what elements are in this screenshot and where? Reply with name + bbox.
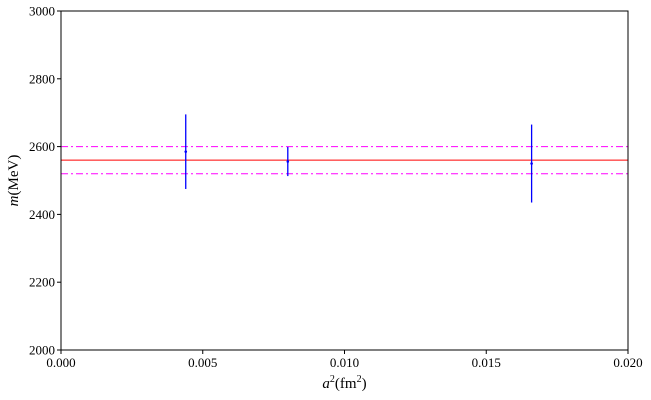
y-tick-label: 2400 <box>29 207 55 222</box>
x-axis-label: a2(fm2) <box>322 374 366 392</box>
x-tick-label: 0.005 <box>188 355 217 370</box>
data-point-3 <box>530 162 533 165</box>
x-tick-label: 0.000 <box>46 355 75 370</box>
x-tick-label: 0.015 <box>472 355 501 370</box>
x-axis-label-close: ) <box>362 376 367 392</box>
x-tick-label: 0.020 <box>613 355 642 370</box>
y-tick-label: 2600 <box>29 139 55 154</box>
data-point-2 <box>286 160 290 163</box>
plot-frame <box>60 10 629 351</box>
error-bars <box>184 114 533 203</box>
y-axis-label-unit: (MeV) <box>6 155 22 196</box>
x-axis-label-exponent: 2 <box>330 374 335 385</box>
data-point-1 <box>184 150 188 153</box>
x-axis-ticks: 0.000 0.005 0.010 0.015 0.020 <box>46 350 643 370</box>
x-tick-label: 0.010 <box>330 355 359 370</box>
y-axis-label-var: m <box>6 195 22 206</box>
y-axis-ticks: 2000 2200 2400 2600 2800 3000 <box>29 4 61 358</box>
reference-lines <box>61 146 628 175</box>
y-tick-label: 2800 <box>29 71 55 86</box>
x-axis-label-base: a <box>322 376 330 392</box>
y-tick-label: 2000 <box>29 343 55 358</box>
y-tick-label: 3000 <box>29 4 55 19</box>
y-axis-label: m(MeV) <box>6 155 22 207</box>
x-axis-label-unit-exponent: 2 <box>357 374 362 385</box>
x-axis-label-unit: (fm <box>335 376 357 392</box>
y-tick-label: 2200 <box>29 275 55 290</box>
